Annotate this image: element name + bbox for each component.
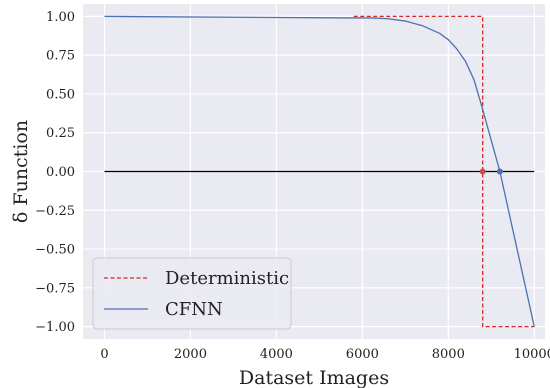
legend-label-cfnn: CFNN	[165, 299, 223, 320]
legend-label-deterministic: Deterministic	[165, 268, 289, 289]
legend-box	[92, 257, 292, 330]
cfnn-crossing-marker	[496, 168, 503, 175]
y-tick-label: 0.50	[46, 87, 75, 102]
deterministic-crossing-marker	[479, 168, 486, 175]
x-tick-label: 0	[100, 347, 108, 362]
y-tick-label: −1.00	[35, 320, 75, 335]
y-tick-label: −0.50	[35, 243, 75, 258]
y-tick-label: −0.25	[35, 204, 75, 219]
y-axis-ticks: 1.00 0.75 0.50 0.25 0.00 −0.25 −0.50 −0.75 −1.00	[35, 10, 75, 335]
x-tick-label: 10000	[514, 347, 550, 362]
crossing-markers	[479, 168, 503, 175]
cfnn-line	[104, 15, 535, 327]
y-tick-label: −0.75	[35, 281, 75, 296]
x-tick-label: 4000	[260, 347, 293, 362]
y-tick-label: 1.00	[46, 10, 75, 25]
legend: Deterministic CFNN	[92, 257, 292, 330]
y-tick-label: 0.00	[46, 165, 75, 180]
x-axis-label: Dataset Images	[239, 367, 389, 388]
y-tick-label: 0.25	[46, 126, 75, 141]
y-tick-label: 0.75	[46, 49, 75, 64]
x-tick-label: 2000	[174, 347, 207, 362]
x-tick-label: 8000	[432, 347, 465, 362]
y-axis-label: δ Function	[10, 120, 32, 223]
deterministic-line	[353, 15, 535, 328]
x-axis-ticks: 0 2000 4000 6000 8000 10000	[100, 347, 550, 362]
x-tick-label: 6000	[346, 347, 379, 362]
series-lines	[104, 15, 535, 328]
